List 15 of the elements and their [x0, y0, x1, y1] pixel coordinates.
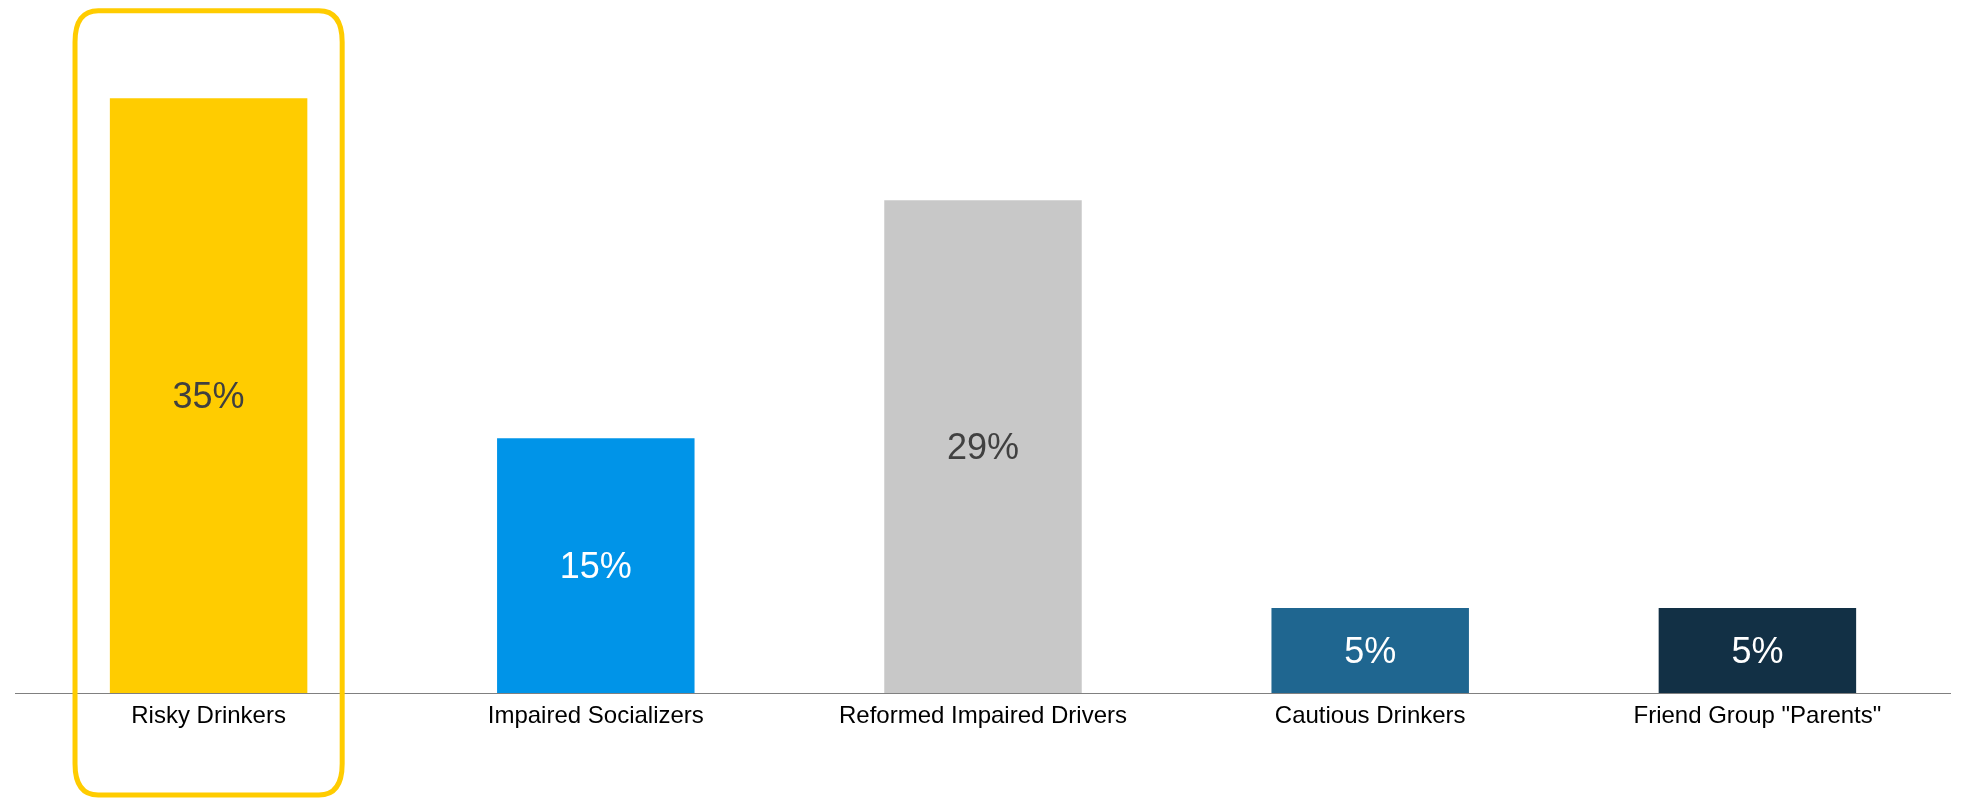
data-label: 5% — [1731, 630, 1784, 672]
bar — [884, 200, 1082, 693]
data-label: 35% — [172, 375, 245, 417]
bar — [109, 98, 308, 693]
bar — [1658, 608, 1857, 693]
x-tick-label: Friend Group "Parents" — [1633, 700, 1882, 728]
x-tick-label: Impaired Socializers — [487, 700, 704, 728]
data-label: 5% — [1344, 630, 1397, 672]
bar — [497, 438, 695, 693]
bar — [1271, 608, 1469, 693]
x-tick-label: Cautious Drinkers — [1274, 700, 1466, 728]
x-tick-label: Risky Drinkers — [131, 700, 286, 728]
data-label: 15% — [559, 545, 632, 587]
data-label: 29% — [946, 426, 1020, 468]
x-tick-label: Reformed Impaired Drivers — [838, 700, 1128, 728]
